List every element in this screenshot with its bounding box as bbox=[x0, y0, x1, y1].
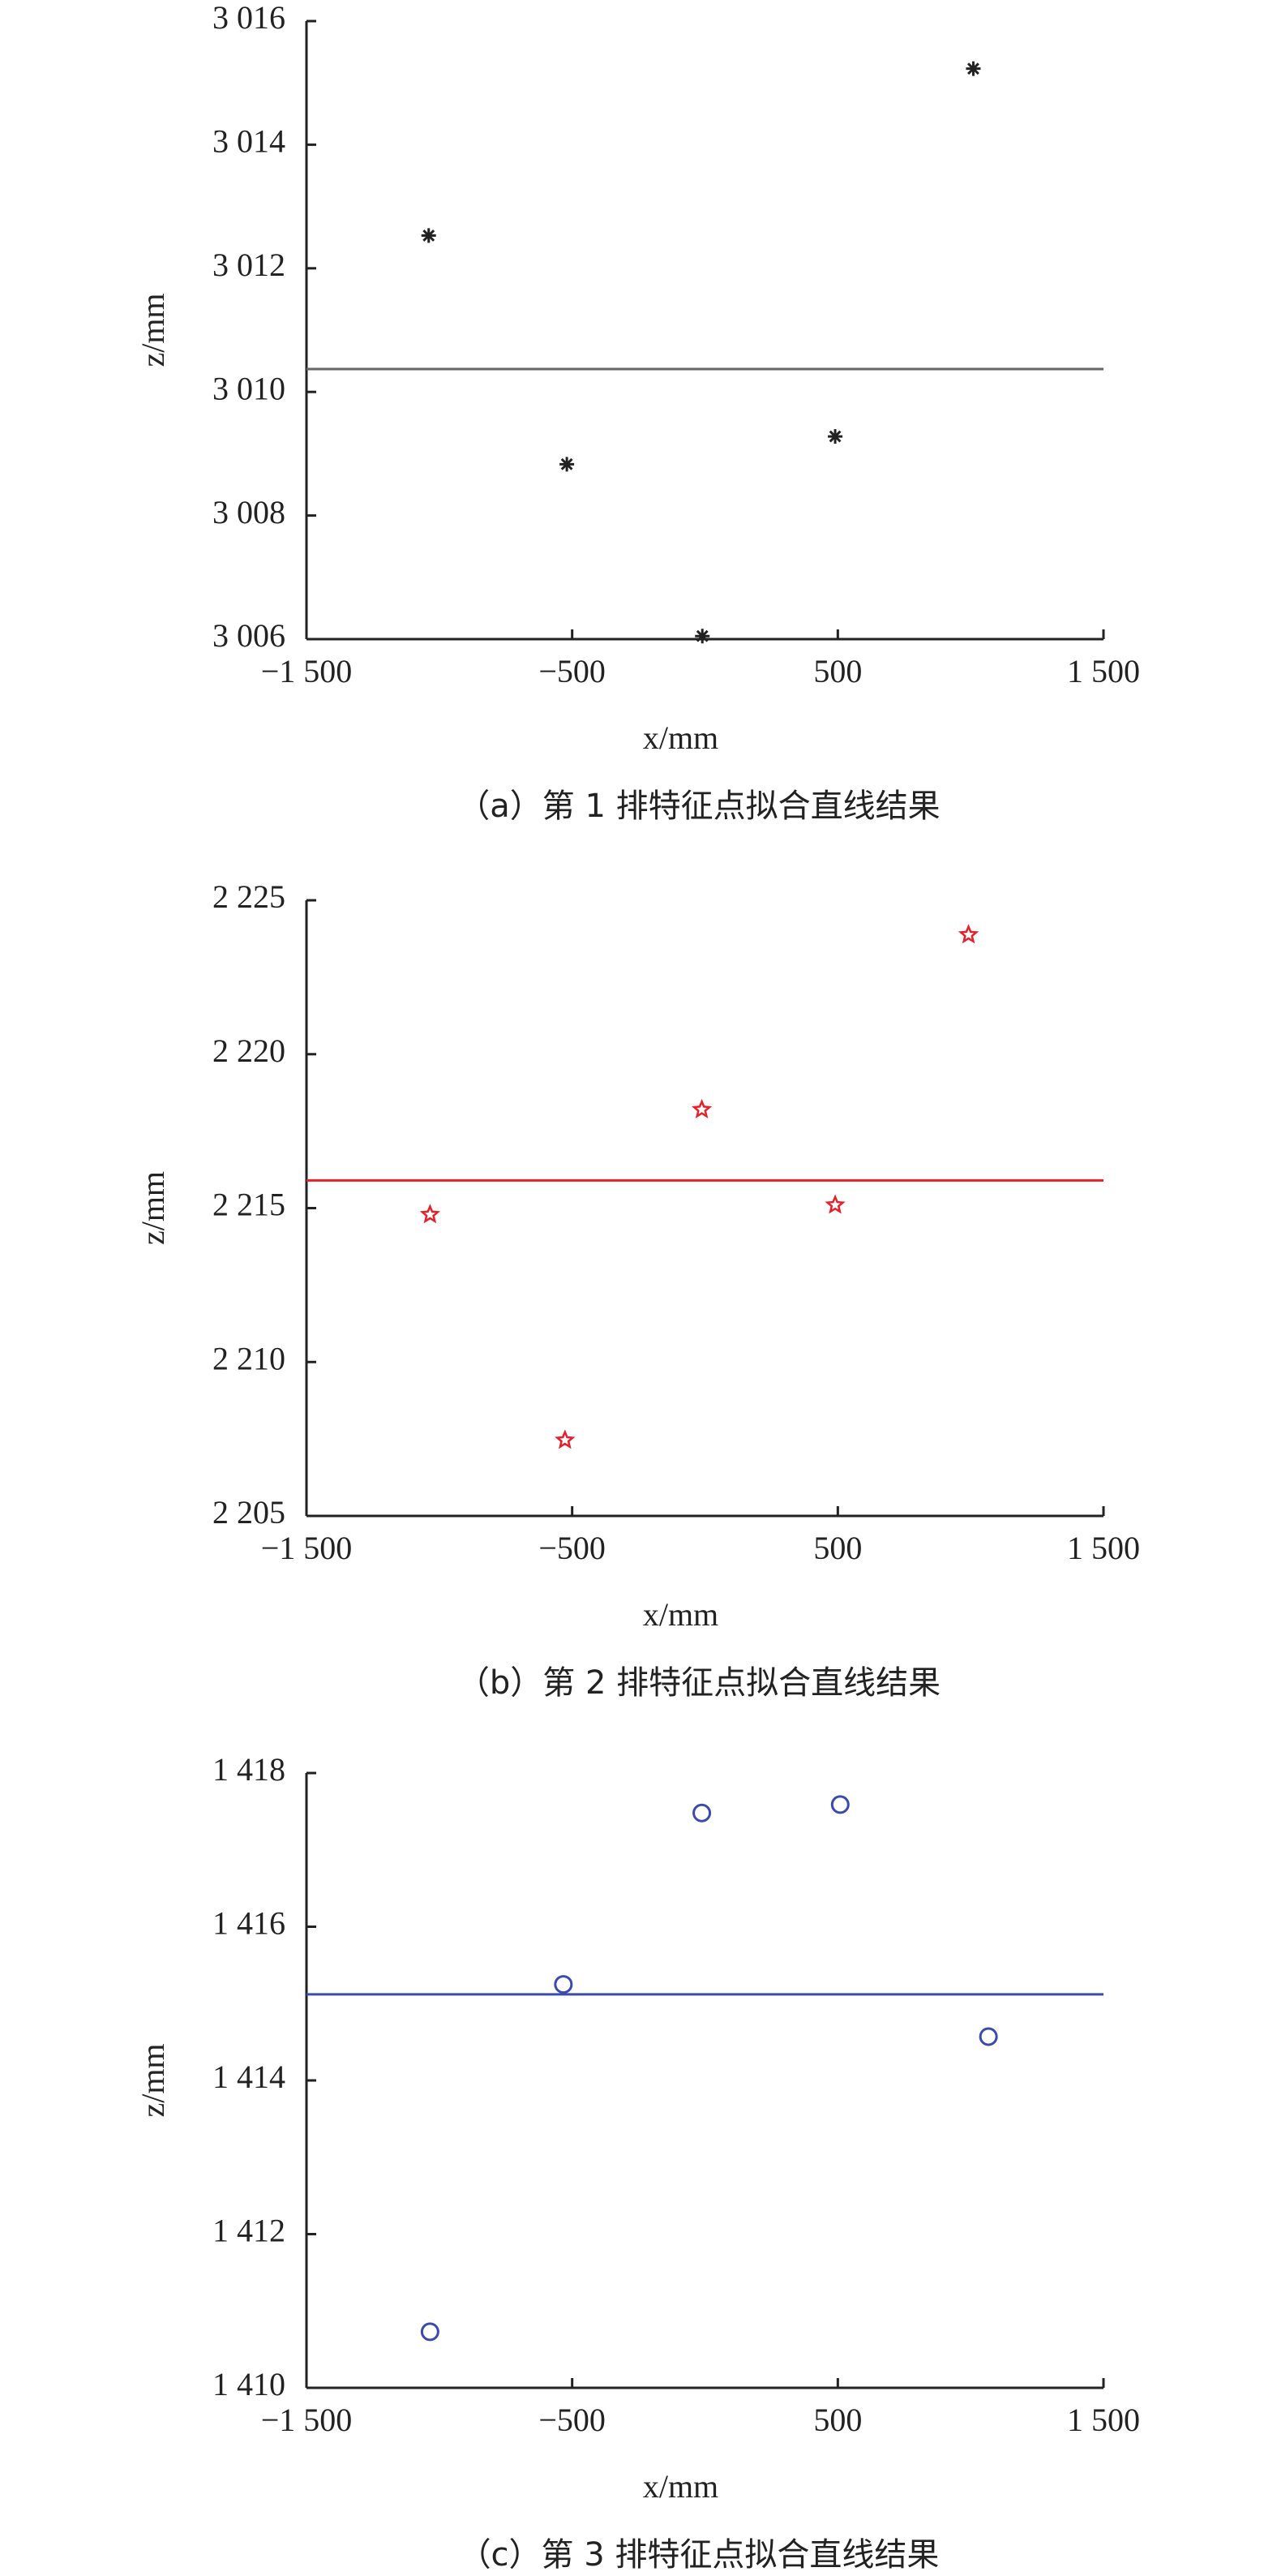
x-tick-label: 500 bbox=[813, 653, 862, 689]
x-tick-label: −1 500 bbox=[261, 653, 353, 689]
point bbox=[828, 429, 843, 444]
x-tick-label: 1 500 bbox=[1067, 1530, 1140, 1566]
y-tick-label: 3 016 bbox=[212, 0, 285, 36]
y-tick-label: 3 006 bbox=[212, 617, 285, 654]
x-tick-label: −1 500 bbox=[261, 1530, 353, 1566]
y-tick-label: 2 210 bbox=[212, 1340, 285, 1376]
point bbox=[419, 1204, 440, 1224]
y-tick-label: 2 205 bbox=[212, 1494, 285, 1531]
y-tick-label: 1 416 bbox=[212, 1905, 285, 1942]
point bbox=[692, 1803, 712, 1823]
x-axis-label: x/mm bbox=[643, 1596, 718, 1633]
point bbox=[692, 1098, 713, 1118]
x-tick-label: 1 500 bbox=[1067, 2402, 1140, 2438]
y-tick-label: 2 225 bbox=[212, 878, 285, 915]
x-tick-label: 500 bbox=[813, 1530, 862, 1566]
point bbox=[830, 1795, 850, 1814]
y-tick-label: 3 012 bbox=[212, 247, 285, 283]
x-tick-label: −500 bbox=[538, 1530, 606, 1566]
caption: （b）第 2 排特征点拟合直线结果 bbox=[457, 1664, 941, 1702]
x-tick-label: −1 500 bbox=[261, 2402, 353, 2438]
y-tick-label: 2 215 bbox=[212, 1187, 285, 1223]
caption: （c）第 3 排特征点拟合直线结果 bbox=[459, 2536, 940, 2572]
y-tick-label: 1 410 bbox=[212, 2366, 285, 2402]
y-tick-label: 3 008 bbox=[212, 494, 285, 530]
y-tick-label: 3 014 bbox=[212, 123, 285, 160]
x-axis-label: x/mm bbox=[643, 2468, 718, 2505]
x-tick-label: 1 500 bbox=[1067, 653, 1140, 689]
point bbox=[554, 1975, 573, 1994]
x-tick-label: 500 bbox=[813, 2402, 862, 2438]
point bbox=[559, 457, 575, 472]
caption: （a）第 1 排特征点拟合直线结果 bbox=[457, 788, 940, 825]
y-tick-label: 1 418 bbox=[212, 1751, 285, 1788]
y-tick-label: 1 412 bbox=[212, 2213, 285, 2249]
y-tick-label: 2 220 bbox=[212, 1033, 285, 1069]
point bbox=[420, 2322, 439, 2342]
y-axis-label: z/mm bbox=[135, 1171, 171, 1245]
point bbox=[695, 629, 710, 644]
point bbox=[555, 1429, 576, 1449]
x-axis-label: x/mm bbox=[643, 719, 718, 756]
point bbox=[979, 2027, 998, 2046]
point bbox=[421, 228, 436, 243]
point bbox=[825, 1194, 846, 1214]
x-tick-label: −500 bbox=[538, 2402, 606, 2438]
point bbox=[966, 61, 981, 76]
y-tick-label: 1 414 bbox=[212, 2059, 285, 2095]
x-tick-label: −500 bbox=[538, 653, 606, 689]
point bbox=[958, 924, 979, 944]
y-axis-label: z/mm bbox=[135, 293, 171, 367]
y-tick-label: 3 010 bbox=[212, 370, 285, 406]
y-axis-label: z/mm bbox=[135, 2043, 171, 2117]
